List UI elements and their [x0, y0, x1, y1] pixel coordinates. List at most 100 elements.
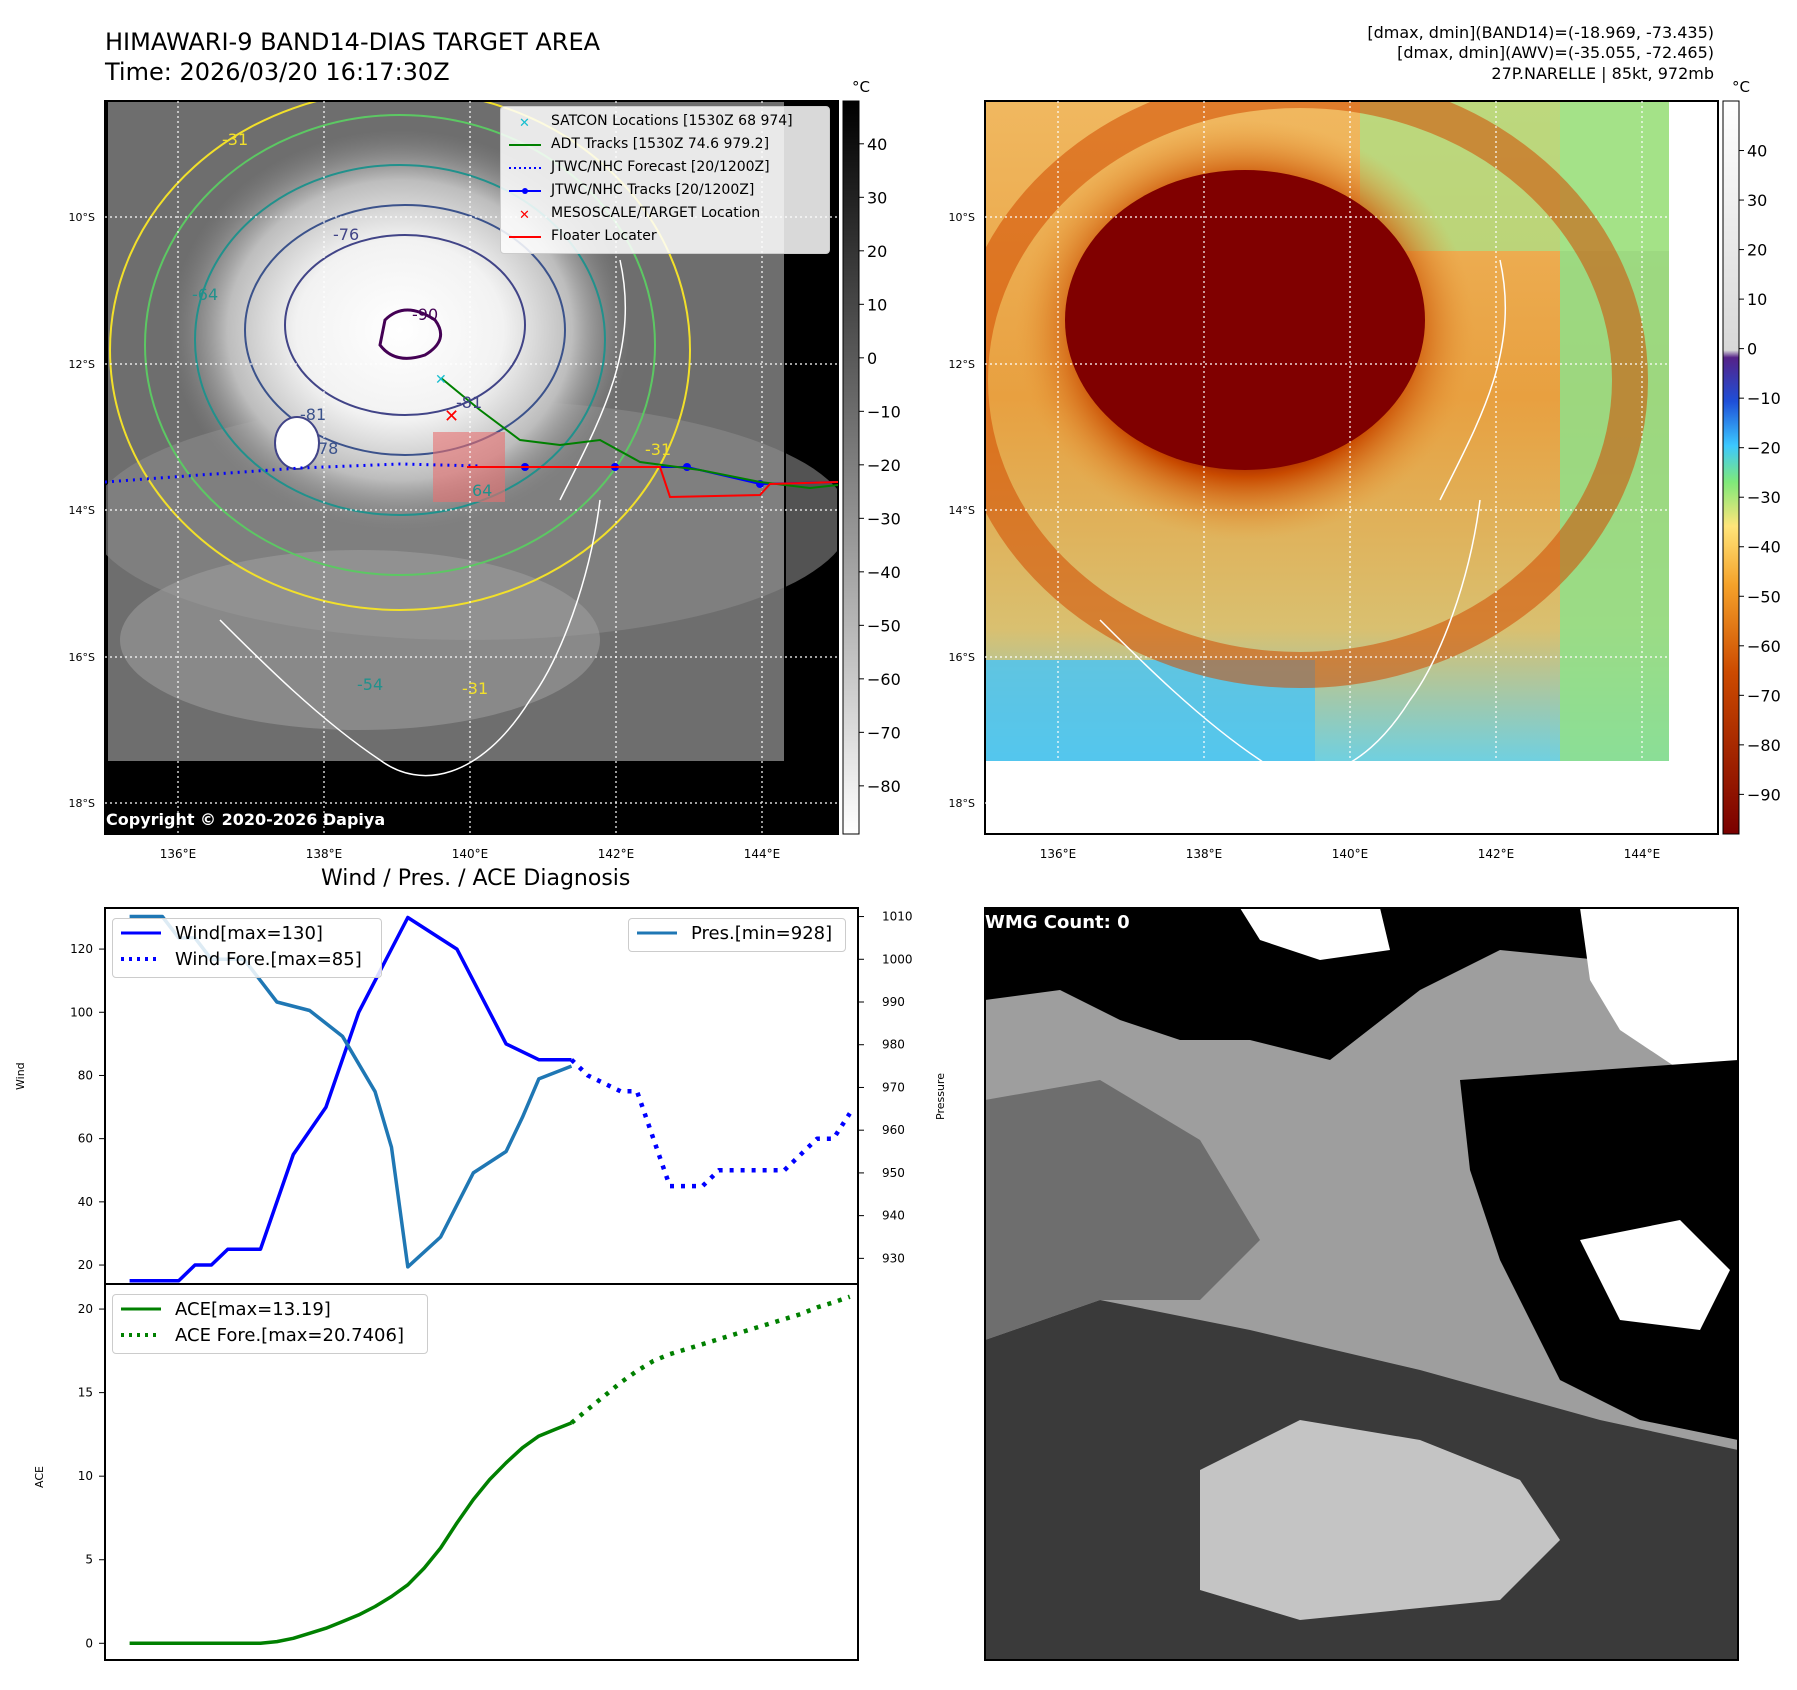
colorbar-tick-label: 20 [1747, 241, 1767, 260]
legend-swatch-icon [509, 144, 541, 146]
lon-tick-label: 142°E [598, 847, 635, 861]
contour-teal [194, 164, 606, 516]
ace-tick-label: 10 [78, 1469, 93, 1483]
lon-tick-label: 138°E [1186, 847, 1223, 861]
wind-tick-label: 60 [78, 1132, 93, 1146]
contour-yellow [109, 101, 691, 611]
awv-colorbar [1722, 100, 1740, 835]
lon-tick-label: 142°E [1478, 847, 1515, 861]
pressure-tick-label: 970 [882, 1080, 905, 1094]
lon-tick-label: 144°E [1624, 847, 1661, 861]
colorbar-tick-label: 10 [867, 295, 887, 314]
contour-blue [244, 204, 566, 456]
awv-gridlines: 136°E 138°E 140°E 142°E 144°E 10°S 12°S 14°S 16°… [949, 101, 1718, 861]
ace-series [129, 1294, 851, 1646]
colorbar-tick-label: 30 [867, 188, 887, 207]
ir-colorbar [842, 100, 860, 835]
colorbar-tick-label: −80 [1747, 736, 1781, 755]
contour-label: -81 [300, 405, 326, 424]
pressure-tick-label: 990 [882, 995, 905, 1009]
lat-tick-label: 14°S [69, 504, 95, 517]
colorbar-tick-label: −10 [1747, 389, 1781, 408]
lon-tick-label: 140°E [1332, 847, 1369, 861]
map-legend-label: ADT Tracks [1530Z 74.6 979.2] [551, 136, 770, 152]
wmg-count-label: WMG Count: 0 [985, 912, 1130, 933]
contour-label: -81 [456, 393, 482, 412]
wmg-frame [984, 907, 1739, 1661]
awv-core-solid [1065, 170, 1425, 470]
awv-map-frame [984, 100, 1719, 835]
wmg-white-east [1580, 1220, 1730, 1330]
colorbar-tick-label: −20 [1747, 439, 1781, 458]
contour-label: 78 [318, 439, 338, 458]
lat-tick-label: 18°S [949, 797, 975, 810]
lat-tick-label: 12°S [69, 358, 95, 371]
colorbar-tick-label: 40 [1747, 142, 1767, 161]
colorbar-tick-label: 0 [867, 349, 877, 368]
map-legend-label: Floater Locater [551, 228, 657, 244]
info-awv: [dmax, dmin](AWV)=(-35.055, -72.465) [1397, 43, 1714, 62]
map-legend: ✕ SATCON Locations [1530Z 68 974] ADT Trac… [500, 106, 830, 254]
contour-labels: -76 -90 -81 -81 -64 -54 -31 -31 -31 64 78 [192, 130, 671, 698]
info-storm: 27P.NARELLE | 85kt, 972mb [1491, 64, 1714, 83]
legend-swatch-icon [509, 188, 541, 194]
contour-label: -64 [192, 285, 218, 304]
wmg-panel [985, 908, 1738, 1660]
contour-green-outer [144, 114, 656, 576]
ace-tick-label: 5 [85, 1553, 93, 1567]
colorbar-tick-label: −20 [867, 456, 901, 475]
diagnosis-title: Wind / Pres. / ACE Diagnosis [321, 866, 631, 891]
lat-tick-label: 10°S [69, 211, 95, 224]
ace-tick-label: 15 [78, 1386, 93, 1400]
colorbar-tick-label: −60 [1747, 637, 1781, 656]
legend-wind: Wind[max=130] [175, 923, 323, 944]
jtwc-forecast-track [105, 462, 481, 484]
colorbar-tick-label: −40 [1747, 538, 1781, 557]
floater-locater [467, 466, 838, 499]
copyright-label: Copyright © 2020-2026 Dapiya [106, 810, 386, 829]
colorbar-tick-label: 20 [867, 242, 887, 261]
legend-ace-forecast: ACE Fore.[max=20.7406] [175, 1325, 404, 1346]
figure-title: HIMAWARI-9 BAND14-DIAS TARGET AREA [105, 28, 601, 56]
wind-tick-label: 20 [78, 1258, 93, 1272]
colorbar-tick-label: −50 [1747, 587, 1781, 606]
ace-axis-ticks: 0 5 10 15 20 [78, 1302, 105, 1650]
ir-colorbar-unit: °C [852, 78, 870, 96]
colorbar-tick-label: −30 [1747, 488, 1781, 507]
colorbar-tick-label: −50 [867, 616, 901, 635]
wmg-mid-grey-west [985, 1080, 1260, 1340]
colorbar-tick-label: −60 [867, 670, 901, 689]
adt-track [440, 377, 838, 490]
awv-map-panel [985, 101, 1718, 834]
figure-time: Time: 2026/03/20 16:17:30Z [105, 58, 450, 86]
pressure-tick-label: 980 [882, 1038, 905, 1052]
lat-tick-label: 18°S [69, 797, 95, 810]
ir-cloud-band-south [120, 550, 600, 730]
pressure-tick-label: 1010 [882, 910, 913, 924]
colorbar-tick-label: −70 [867, 723, 901, 742]
lat-tick-label: 16°S [949, 651, 975, 664]
contour-label: -54 [357, 675, 383, 694]
wind-legend: Wind[max=130] Wind Fore.[max=85] [112, 918, 382, 978]
legend-pressure: Pres.[min=928] [691, 923, 833, 944]
legend-wind-forecast: Wind Fore.[max=85] [175, 949, 362, 970]
ace-legend: ACE[max=13.19] ACE Fore.[max=20.7406] [112, 1294, 428, 1354]
ace-series-line-0 [129, 1421, 573, 1646]
target-location-marker: ✕ [444, 406, 459, 427]
pressure-legend: Pres.[min=928] [628, 918, 846, 952]
colorbar-tick-label: 0 [1747, 340, 1757, 359]
contour-label: -31 [462, 679, 488, 698]
lon-tick-label: 138°E [306, 847, 343, 861]
series-line-0 [129, 915, 572, 1283]
pressure-tick-label: 930 [882, 1251, 905, 1265]
wmg-light-south [1200, 1420, 1560, 1620]
ace-tick-label: 20 [78, 1302, 93, 1316]
svg-text:✕: ✕ [519, 208, 530, 223]
contour-label: -76 [333, 225, 359, 244]
wmg-white-north-east [1580, 908, 1738, 1090]
legend-swatch-icon: ✕ [519, 116, 530, 131]
wmg-cold-cloud-north [985, 908, 1738, 1060]
satcon-location-marker: ✕ [435, 372, 447, 388]
pressure-axis-label: Pressure [934, 1073, 947, 1120]
wmg-white-north [1240, 908, 1390, 960]
